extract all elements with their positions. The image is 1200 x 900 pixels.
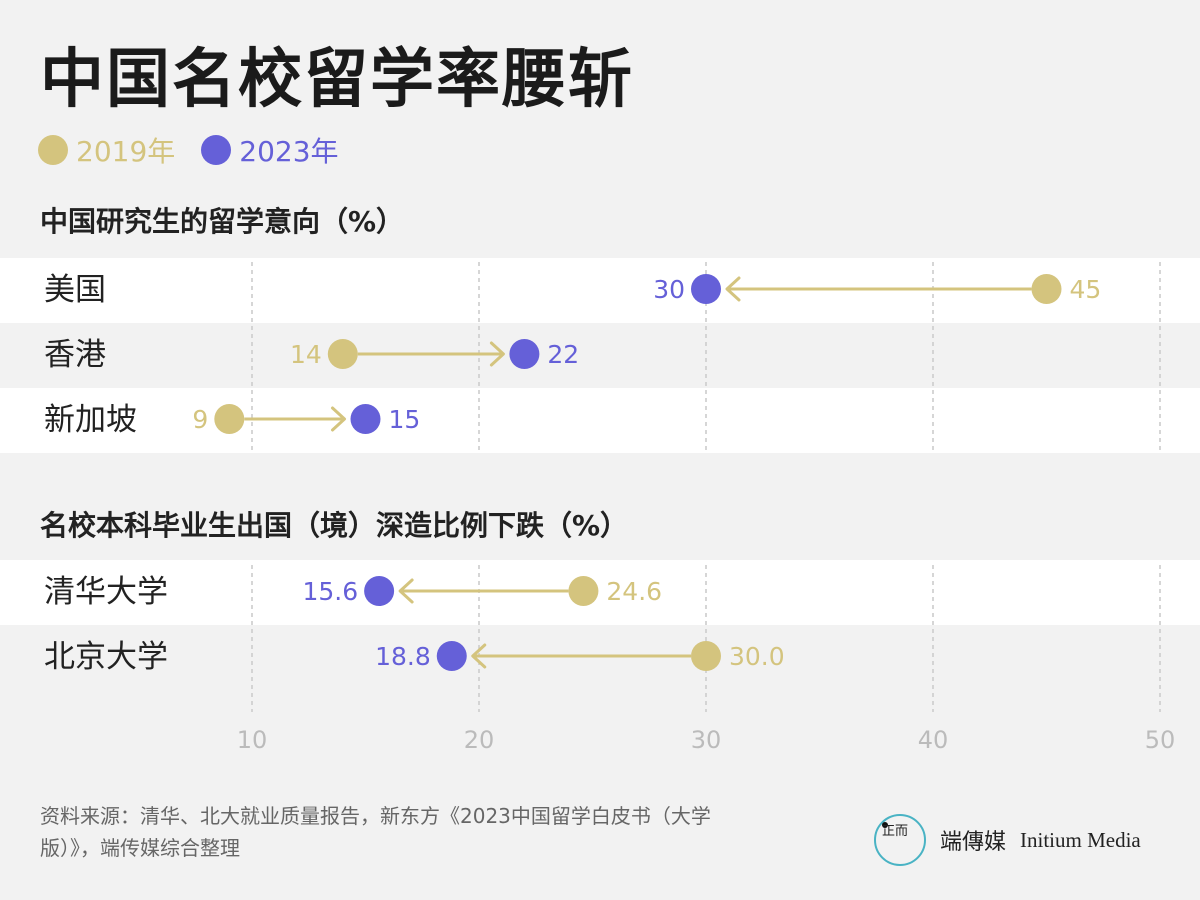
dumbbell-chart: 10 20 30 40 50 美国 45 30 香港 14 22 新加坡 9 15 清华大学 24.6 15.6…: [0, 258, 1200, 754]
value-label-2019: 24.6: [606, 577, 662, 606]
x-tick-label: 50: [1145, 726, 1176, 754]
point-2019: [568, 576, 599, 606]
category-label: 香港: [44, 337, 106, 373]
point-2023: [350, 404, 381, 434]
brand: 正而 端傳媒 Initium Media: [874, 814, 1141, 866]
value-label-2019: 14: [290, 340, 322, 369]
category-label: 北京大学: [44, 639, 168, 675]
section-title-2: 名校本科毕业生出国（境）深造比例下跌（%）: [40, 509, 629, 542]
row-band: [0, 560, 1200, 625]
legend-label-2019: 2019年: [76, 135, 176, 168]
point-2019: [327, 339, 358, 369]
section-title-1: 中国研究生的留学意向（%）: [40, 205, 405, 238]
category-label: 美国: [44, 272, 106, 308]
change-arrow-head: [725, 276, 741, 302]
legend: 2019年 2023年: [38, 130, 339, 170]
logo-glyph: 正而: [882, 824, 909, 839]
legend-label-2023: 2023年: [239, 135, 339, 168]
x-tick-label: 30: [691, 726, 722, 754]
value-label-2019: 30.0: [729, 642, 785, 671]
brand-logo-icon: 正而: [874, 814, 926, 866]
change-arrow-head: [398, 578, 414, 604]
x-tick-label: 40: [918, 726, 949, 754]
point-2023: [364, 576, 395, 606]
legend-item-2019: 2019年: [38, 130, 175, 170]
value-label-2023: 15.6: [302, 577, 358, 606]
legend-dot-2023: [201, 135, 232, 165]
brand-name-en: Initium Media: [1020, 827, 1141, 852]
point-2019: [691, 641, 721, 671]
category-label: 新加坡: [44, 402, 137, 438]
x-tick-label: 20: [464, 726, 495, 754]
change-arrow-head: [471, 643, 487, 669]
value-label-2023: 18.8: [375, 642, 431, 671]
row-band: [0, 388, 1200, 453]
legend-dot-2019: [38, 135, 68, 165]
change-arrow-head: [331, 406, 346, 432]
value-label-2023: 30: [653, 275, 685, 304]
change-arrow-head: [489, 341, 505, 367]
point-2023: [436, 641, 467, 671]
chart-title: 中国名校留学率腰斩: [40, 43, 634, 117]
legend-item-2023: 2023年: [201, 130, 339, 170]
point-2023: [509, 339, 540, 369]
category-label: 清华大学: [44, 574, 168, 610]
value-label-2023: 15: [389, 405, 421, 434]
value-label-2023: 22: [547, 340, 579, 369]
brand-name-cn: 端傳媒: [940, 830, 1007, 855]
point-2019: [214, 404, 245, 434]
value-label-2019: 9: [192, 405, 208, 434]
point-2023: [691, 274, 721, 304]
point-2019: [1031, 274, 1062, 304]
x-tick-label: 10: [237, 726, 268, 754]
source-note: 资料来源：清华、北大就业质量报告，新东方《2023中国留学白皮书（大学版）》，端…: [40, 804, 711, 860]
logo-dot: [882, 822, 888, 828]
value-label-2019: 45: [1070, 275, 1102, 304]
